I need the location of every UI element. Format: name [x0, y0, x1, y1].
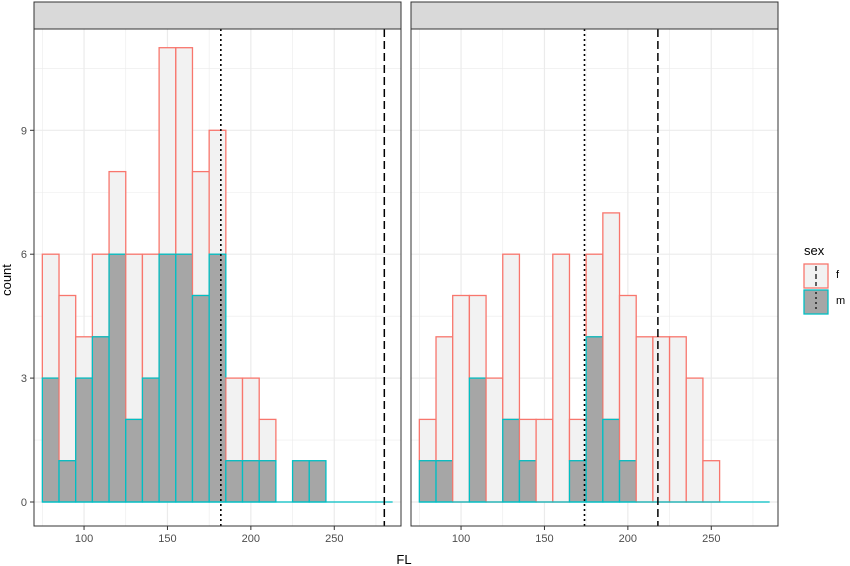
histogram-bars	[418, 212, 770, 503]
bar-f	[108, 170, 127, 255]
bar-f	[41, 253, 60, 379]
bar-m	[258, 460, 277, 503]
bar-f	[141, 253, 160, 379]
bar-f	[158, 47, 177, 255]
x-tick-label: 100	[452, 533, 470, 545]
bar-m	[241, 460, 260, 503]
bar-f	[668, 336, 687, 503]
x-tick-label: 250	[702, 533, 720, 545]
bar-f	[241, 377, 260, 462]
bar-f	[125, 253, 144, 421]
bar-m	[418, 460, 437, 503]
bar-f	[468, 294, 487, 379]
y-axis-title: count	[0, 264, 14, 296]
x-tick-label: 200	[619, 533, 637, 545]
facet-strip	[33, 1, 402, 30]
x-tick-label: 200	[242, 533, 260, 545]
bar-f	[618, 294, 637, 462]
bar-f	[635, 336, 654, 503]
facet-panels: 100 150 200 250 0 3 6 9 100 150 200 250	[21, 1, 779, 545]
bar-m	[75, 377, 94, 503]
bar-f	[91, 253, 110, 338]
bar-f	[602, 212, 621, 421]
bar-f	[191, 170, 210, 297]
bar-m	[618, 460, 637, 503]
bar-m	[108, 253, 127, 503]
bar-f	[75, 336, 94, 379]
y-tick-label: 6	[21, 249, 27, 261]
bar-m	[468, 377, 487, 503]
bar-f	[568, 418, 587, 462]
bar-f	[552, 253, 571, 503]
bar-m	[208, 253, 227, 503]
bar-f	[652, 336, 671, 503]
bar-f	[208, 129, 227, 255]
bar-m	[191, 294, 210, 503]
bar-f	[702, 460, 721, 503]
bar-m	[225, 460, 244, 503]
bar-f	[502, 253, 521, 421]
bar-m	[125, 418, 144, 503]
bar-m	[141, 377, 160, 503]
bar-m	[58, 460, 77, 503]
bar-f	[225, 377, 244, 462]
x-axis-title: FL	[396, 552, 411, 566]
bar-f	[418, 418, 437, 462]
bar-m	[502, 418, 521, 503]
y-tick-label: 3	[21, 373, 27, 385]
facet-panel-2: 100 150 200 250	[410, 1, 779, 545]
bar-m	[91, 336, 110, 503]
bar-f	[685, 377, 704, 503]
bar-f	[435, 336, 454, 462]
bar-m	[435, 460, 454, 503]
bar-m	[568, 460, 587, 503]
legend-label-f: f	[836, 269, 840, 281]
bar-f	[585, 253, 604, 338]
x-tick-label: 250	[325, 533, 343, 545]
bar-m	[158, 253, 177, 503]
panel-border	[410, 28, 779, 527]
bar-m	[175, 253, 194, 503]
bar-f	[535, 418, 554, 503]
legend-title: sex	[804, 243, 825, 258]
legend-label-m: m	[836, 295, 845, 307]
bar-f	[452, 294, 471, 503]
bar-f	[175, 47, 194, 255]
bar-m	[308, 460, 327, 503]
y-tick-label: 0	[21, 497, 27, 509]
legend: sex f m	[803, 243, 845, 315]
x-tick-label: 150	[158, 533, 176, 545]
facet-panel-1: 100 150 200 250 0 3 6 9	[21, 1, 402, 545]
bar-f	[485, 377, 504, 503]
bar-f	[58, 294, 77, 462]
bar-m	[291, 460, 310, 503]
bar-f	[258, 418, 277, 462]
histogram-bars	[41, 47, 393, 503]
bar-m	[518, 460, 537, 503]
bar-m	[585, 336, 604, 503]
facet-strip	[410, 1, 779, 30]
panel-border	[33, 28, 402, 527]
y-tick-label: 9	[21, 125, 27, 137]
bar-m	[602, 418, 621, 503]
x-tick-label: 100	[75, 533, 93, 545]
bar-m	[41, 377, 60, 503]
x-tick-label: 150	[535, 533, 553, 545]
bar-f	[518, 418, 537, 462]
